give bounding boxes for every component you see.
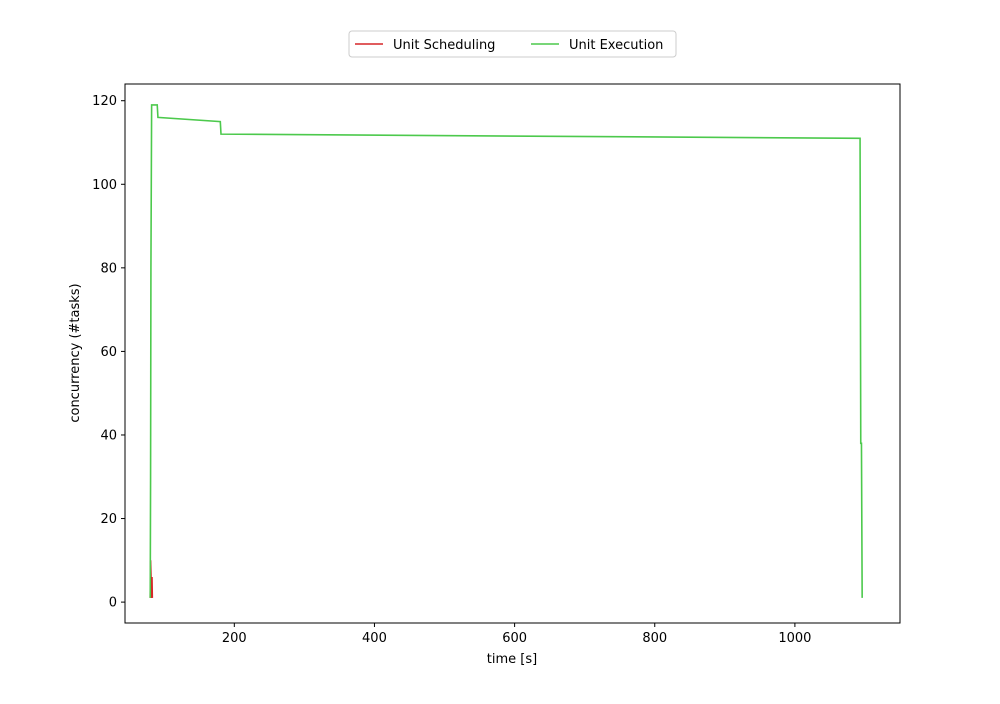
x-tick-label: 800 [642, 631, 667, 646]
legend: Unit Scheduling Unit Execution [348, 30, 677, 58]
y-axis-ticks: 0 20 40 60 80 100 120 [92, 94, 125, 611]
x-axis-label: time [s] [487, 652, 537, 667]
legend-label-unit-execution: Unit Execution [569, 38, 663, 53]
y-axis-label: concurrency (#tasks) [68, 283, 83, 422]
legend-label-unit-scheduling: Unit Scheduling [393, 38, 495, 53]
y-tick-label: 0 [109, 596, 117, 611]
legend-box [348, 30, 677, 58]
y-tick-label: 100 [92, 178, 117, 193]
x-axis-ticks: 200 400 600 800 1000 [222, 623, 811, 646]
x-tick-label: 1000 [778, 631, 811, 646]
x-tick-label: 200 [222, 631, 247, 646]
y-tick-label: 40 [100, 428, 117, 443]
y-tick-label: 20 [100, 512, 117, 527]
plot-area [124, 83, 901, 624]
y-tick-label: 80 [100, 261, 117, 276]
series-group [149, 104, 863, 598]
y-tick-label: 120 [92, 94, 117, 109]
x-tick-label: 600 [502, 631, 527, 646]
x-tick-label: 400 [362, 631, 387, 646]
series-line-unit-execution [149, 104, 863, 598]
y-tick-label: 60 [100, 345, 117, 360]
